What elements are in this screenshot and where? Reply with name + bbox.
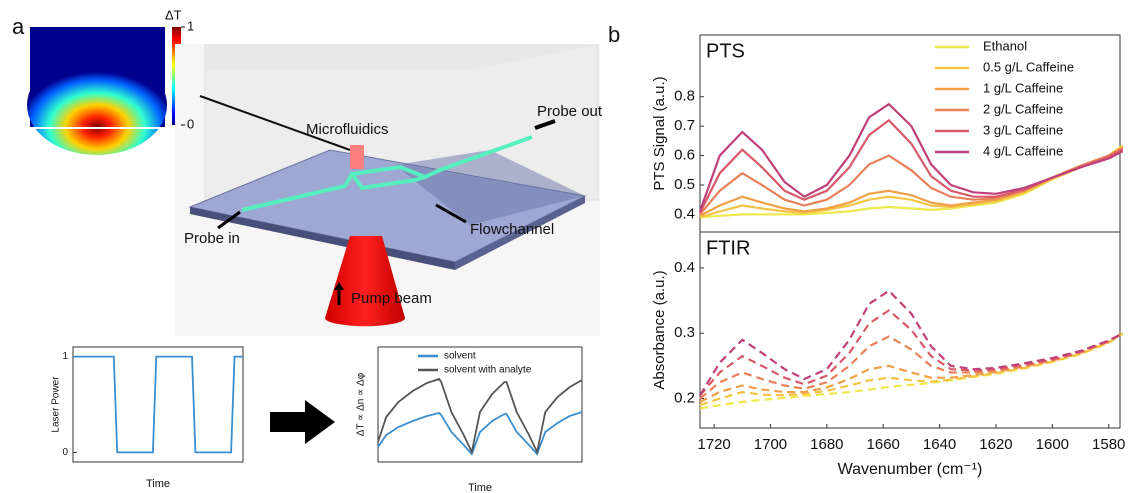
legend-label: 1 g/L Caffeine [983, 80, 1063, 95]
label: Probe out [537, 103, 603, 120]
y-tick-label: 0.4 [674, 259, 695, 276]
data-line [699, 309, 1124, 397]
pointer [199, 95, 351, 151]
legend-label: Ethanol [983, 38, 1027, 53]
label: Microfluidics [306, 121, 389, 138]
data-line [698, 102, 1124, 212]
y-tick-label: 1 [62, 351, 68, 362]
data-line [699, 289, 1124, 396]
panel-label: b [608, 22, 620, 47]
chart-title: PTS [706, 40, 745, 62]
x-tick-label: 1720 [697, 436, 730, 453]
y-axis-label: ΔT ∝ Δn ∝ Δφ [356, 372, 367, 436]
data-line [377, 377, 583, 455]
pump-cone [325, 236, 405, 327]
arrow [435, 203, 467, 224]
data-line [377, 411, 583, 456]
y-axis-label: Absorbance (a.u.) [651, 270, 668, 389]
label: Flowchannel [470, 221, 554, 238]
label: Pump beam [351, 290, 432, 307]
legend-label: 2 g/L Caffeine [983, 101, 1063, 116]
heater [350, 145, 364, 169]
waveguide [241, 135, 533, 212]
heatmap-edge [30, 127, 165, 129]
chip-edge [190, 207, 455, 270]
arrow [334, 282, 344, 290]
x-axis-label: Time [146, 478, 170, 490]
waveguide [350, 172, 426, 191]
legend-label: 3 g/L Caffeine [983, 122, 1063, 137]
y-tick-label: 0 [62, 447, 68, 458]
arrow [217, 210, 241, 230]
x-axis-label: Time [468, 482, 492, 493]
y-tick-label: 0.5 [674, 176, 695, 193]
y-tick-label: 0.8 [674, 88, 695, 105]
y-tick-label: 0.3 [674, 324, 695, 341]
y-axis-label: PTS Signal (a.u.) [651, 76, 668, 190]
data-line [699, 145, 1124, 219]
data-line [699, 332, 1124, 400]
x-tick-label: 1700 [754, 436, 787, 453]
x-tick-label: 1600 [1036, 436, 1069, 453]
arrow [534, 119, 556, 130]
x-axis-label: Wavenumber (cm⁻¹) [838, 461, 983, 478]
colorbar-label: ΔT [165, 7, 182, 22]
plot-frame [699, 231, 1121, 429]
x-tick-label: 1660 [867, 436, 900, 453]
legend-label: solvent with analyte [444, 365, 532, 376]
y-tick-label: 0.6 [674, 147, 695, 164]
chart-title: FTIR [706, 237, 750, 259]
y-tick-label: 0.2 [674, 390, 695, 407]
y-axis-label: Laser Power [51, 376, 62, 433]
plot-frame [377, 346, 583, 463]
legend-label: 0.5 g/L Caffeine [983, 59, 1074, 74]
colorbar-tick-label: 0 [187, 116, 194, 131]
glass-top [205, 45, 598, 70]
chip-edge [455, 196, 585, 270]
x-tick-label: 1620 [979, 436, 1012, 453]
data-line [699, 332, 1124, 407]
plot-frame [72, 346, 244, 463]
heatmap-spot [27, 55, 167, 155]
data-line [73, 355, 243, 454]
arrow [270, 400, 335, 444]
legend-label: solvent [444, 351, 476, 362]
y-tick-label: 0.7 [674, 117, 695, 134]
data-line [699, 332, 1124, 403]
y-tick-label: 0.4 [674, 205, 695, 222]
x-tick-label: 1680 [810, 436, 843, 453]
label: Probe in [184, 230, 240, 247]
panel-label: a [12, 14, 25, 39]
x-tick-label: 1580 [1092, 436, 1125, 453]
x-tick-label: 1640 [923, 436, 956, 453]
legend-label: 4 g/L Caffeine [983, 143, 1063, 158]
data-line [699, 332, 1124, 410]
colorbar-tick-label: 1 [187, 18, 194, 33]
